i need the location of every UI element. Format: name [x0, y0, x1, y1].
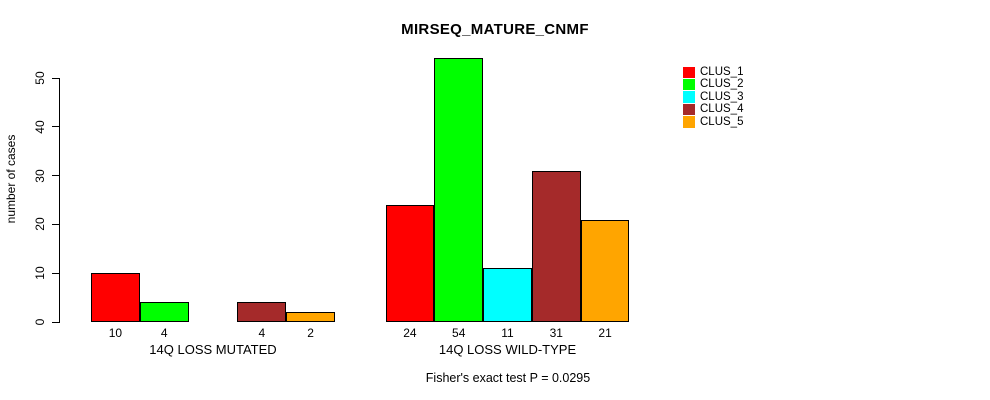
y-axis-tick — [52, 175, 59, 177]
legend-label: CLUS_5 — [700, 115, 744, 128]
bar-value-label: 24 — [403, 326, 417, 340]
legend-label: CLUS_4 — [700, 103, 744, 116]
y-tick-label: 40 — [33, 120, 47, 134]
legend-swatch — [683, 78, 695, 91]
bar-value-label: 21 — [598, 326, 612, 340]
legend-swatch — [683, 103, 695, 116]
y-axis-tick — [52, 126, 59, 128]
y-tick-label: 30 — [33, 168, 47, 183]
bar-clus_2 — [434, 58, 484, 322]
y-axis-tick — [52, 77, 59, 79]
chart-title: MIRSEQ_MATURE_CNMF — [401, 21, 589, 38]
fisher-test-annotation: Fisher's exact test P = 0.0295 — [425, 371, 591, 385]
legend-label: CLUS_3 — [700, 90, 744, 103]
bar-clus_5 — [580, 219, 630, 322]
bar-clus_4 — [237, 302, 287, 322]
y-tick-label: 0 — [33, 318, 47, 326]
y-tick-label: 20 — [33, 217, 47, 232]
group-label: 14Q LOSS MUTATED — [149, 342, 277, 357]
bar-clus_1 — [91, 273, 140, 322]
bar-value-label: 11 — [501, 326, 514, 340]
legend-swatch — [683, 66, 695, 78]
y-axis-label: number of cases — [4, 134, 18, 224]
legend-label: CLUS_2 — [700, 78, 744, 91]
group-label: 14Q LOSS WILD-TYPE — [438, 342, 577, 357]
y-tick-label: 50 — [33, 71, 47, 85]
bar-value-label: 2 — [307, 326, 314, 340]
bar-clus_4 — [531, 170, 581, 322]
y-axis-tick — [52, 223, 59, 225]
y-axis-tick — [52, 321, 59, 323]
bar-value-label: 31 — [549, 326, 563, 340]
bar-clus_1 — [385, 204, 435, 322]
y-tick-label: 10 — [33, 266, 47, 280]
bar-value-label: 4 — [160, 326, 168, 340]
bar-value-label: 4 — [258, 326, 266, 340]
bar-clus_3 — [483, 268, 532, 322]
y-axis-tick — [52, 272, 59, 274]
legend-label: CLUS_1 — [700, 66, 744, 78]
bar-clus_5 — [286, 312, 335, 322]
legend-swatch — [683, 91, 695, 103]
bar-clus_2 — [139, 302, 189, 322]
legend-swatch — [683, 116, 695, 128]
bar-value-label: 10 — [108, 326, 123, 340]
bar-value-label — [189, 327, 238, 340]
bar-value-label: 54 — [452, 326, 466, 340]
y-axis — [59, 78, 60, 323]
